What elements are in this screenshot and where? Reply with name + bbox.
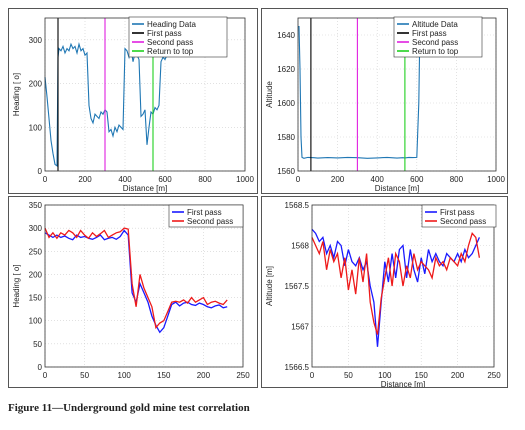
plot-frame — [44, 204, 244, 368]
y-tick-label: 150 — [29, 294, 43, 303]
legend-label-2: Second pass — [187, 217, 233, 226]
x-tick-label: 50 — [344, 371, 353, 380]
legend-label-1: First pass — [440, 208, 475, 217]
y-tick-label: 200 — [29, 270, 43, 279]
legend-box — [421, 204, 497, 228]
heading-overview-svg: 0 200 400 600 800 1000 0 100 200 300 Distance [m] H… — [12, 16, 254, 193]
y-tick-label: 1567.5 — [285, 282, 310, 291]
y-axis-label: Heading [ o] — [12, 264, 21, 307]
legend-box — [128, 16, 228, 58]
y-tick-label: 350 — [29, 201, 43, 210]
x-tick-label: 200 — [331, 175, 345, 184]
x-tick-label: 600 — [158, 175, 172, 184]
x-tick-label: 250 — [487, 371, 501, 380]
legend-label-2: First pass — [147, 29, 182, 38]
legend-label-1: Heading Data — [147, 20, 196, 29]
x-tick-label: 200 — [78, 175, 92, 184]
y-tick-label: 1600 — [277, 99, 295, 108]
x-axis-label: Distance [m] — [375, 184, 419, 193]
series-line-1 — [298, 24, 423, 159]
legend-label-4: Return to top — [412, 47, 459, 56]
heading-comparison-svg: 0 50 100 150 200 250 0 50 100 150 200 250 300 350 Head… — [12, 201, 250, 380]
y-tick-label: 1568.5 — [285, 201, 310, 210]
plot-frame — [311, 204, 495, 368]
x-tick-label: 250 — [236, 371, 250, 380]
heading-comparison-chart: 0 50 100 150 200 250 0 50 100 150 200 250 300 350 Head… — [8, 196, 258, 388]
y-tick-label: 1567 — [291, 323, 309, 332]
legend-box — [168, 204, 244, 228]
y-tick-label: 1568 — [291, 242, 309, 251]
x-axis-label: Distance [m] — [381, 380, 425, 387]
y-tick-label: 300 — [29, 224, 43, 233]
x-tick-label: 50 — [80, 371, 89, 380]
y-tick-label: 1566.5 — [285, 363, 310, 372]
y-axis-label: Altitude [m] — [265, 266, 274, 306]
y-tick-label: 1620 — [277, 65, 295, 74]
legend-label-4: Return to top — [147, 47, 194, 56]
y-tick-label: 1560 — [277, 167, 295, 176]
x-tick-label: 400 — [371, 175, 385, 184]
x-tick-label: 400 — [118, 175, 132, 184]
altitude-overview-chart: 0 200 400 600 800 1000 1560 1580 1600 1620 1640 Dis… — [261, 8, 508, 194]
series-line-2 — [311, 231, 481, 335]
x-tick-label: 800 — [198, 175, 212, 184]
y-axis-label: Altitude — [265, 81, 274, 108]
y-tick-label: 1640 — [277, 31, 295, 40]
x-tick-label: 0 — [43, 175, 48, 184]
legend-label-1: First pass — [187, 208, 222, 217]
x-tick-label: 0 — [43, 371, 48, 380]
legend-label-3: Second pass — [412, 38, 458, 47]
y-tick-label: 100 — [29, 123, 43, 132]
y-tick-label: 0 — [38, 167, 43, 176]
y-tick-label: 100 — [29, 317, 43, 326]
x-tick-label: 150 — [157, 371, 171, 380]
y-tick-label: 300 — [29, 36, 43, 45]
x-tick-label: 1000 — [487, 175, 505, 184]
y-tick-label: 250 — [29, 247, 43, 256]
x-tick-label: 600 — [410, 175, 424, 184]
x-tick-label: 0 — [296, 175, 301, 184]
x-tick-label: 100 — [118, 371, 132, 380]
series-line-1 — [311, 228, 480, 347]
y-axis-label: Heading [ o] — [12, 73, 21, 116]
x-axis-label: Distance [m] — [123, 184, 167, 193]
legend-label-1: Altitude Data — [412, 20, 458, 29]
figure-caption: Figure 11—Underground gold mine test cor… — [8, 402, 250, 414]
legend-label-2: First pass — [412, 29, 447, 38]
altitude-comparison-svg: 0 50 100 150 200 250 1566.5 1567 1567.5 1568 1568.… — [265, 201, 501, 387]
x-tick-label: 200 — [197, 371, 211, 380]
x-tick-label: 200 — [451, 371, 465, 380]
series-line-2 — [44, 227, 228, 330]
y-tick-label: 0 — [38, 363, 43, 372]
y-tick-label: 200 — [29, 80, 43, 89]
x-tick-label: 1000 — [236, 175, 254, 184]
series-line-1 — [44, 42, 172, 167]
heading-overview-chart: 0 200 400 600 800 1000 0 100 200 300 Distance [m] H… — [8, 8, 258, 194]
x-tick-label: 100 — [378, 371, 392, 380]
altitude-overview-svg: 0 200 400 600 800 1000 1560 1580 1600 1620 1640 Dis… — [265, 16, 505, 193]
series-line-1 — [44, 229, 228, 334]
y-tick-label: 1580 — [277, 133, 295, 142]
y-tick-label: 50 — [33, 340, 42, 349]
legend-label-2: Second pass — [440, 217, 486, 226]
altitude-comparison-chart: 0 50 100 150 200 250 1566.5 1567 1567.5 1568 1568.… — [261, 196, 508, 388]
x-tick-label: 0 — [310, 371, 315, 380]
legend-label-3: Second pass — [147, 38, 193, 47]
x-tick-label: 800 — [450, 175, 464, 184]
x-tick-label: 150 — [415, 371, 429, 380]
